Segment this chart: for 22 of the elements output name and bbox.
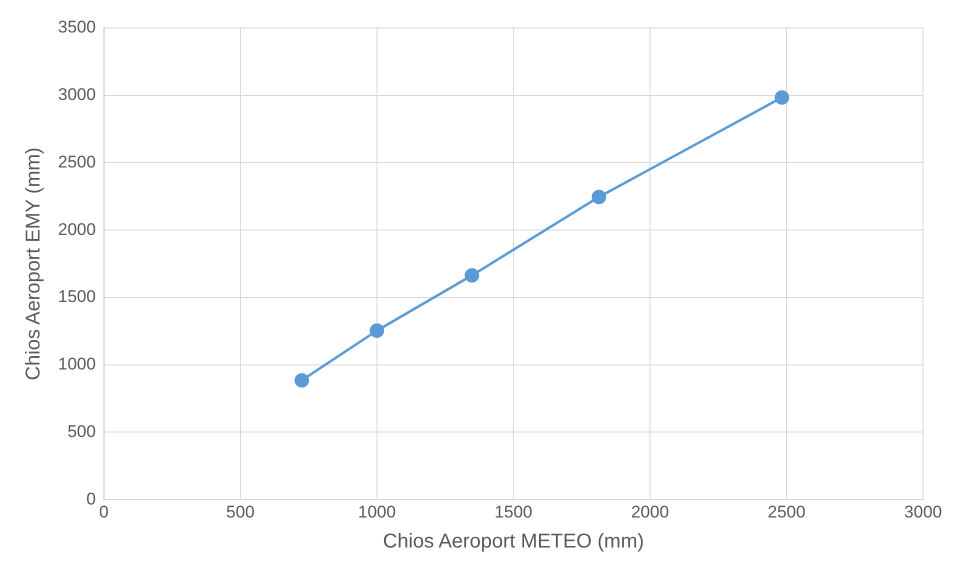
x-tick-label: 0 [99,502,109,522]
x-tick-label: 500 [226,502,255,522]
x-tick-label: 1500 [494,502,532,522]
x-tick-label: 2500 [768,502,806,522]
y-tick-label: 1500 [58,287,96,306]
y-tick-label: 0 [86,489,96,508]
y-tick-label: 1000 [58,354,96,374]
y-axis-title: Chios Aeroport EMY (mm) [22,147,45,380]
y-tick-label: 3500 [58,18,96,37]
y-tick-label: 2500 [58,152,96,172]
x-tick-label: 1000 [358,502,396,522]
x-axis-title: Chios Aeroport METEO (mm) [382,530,644,553]
y-tick-label: 3000 [58,85,96,104]
point [592,190,606,204]
point [464,268,480,283]
x-tick-label: 2000 [631,502,669,522]
y-tick-label: 500 [67,422,96,441]
y-tick-label: 2000 [58,220,96,239]
point [774,90,790,105]
point [370,323,384,338]
x-tick-label: 3000 [904,502,942,522]
point [294,373,310,388]
